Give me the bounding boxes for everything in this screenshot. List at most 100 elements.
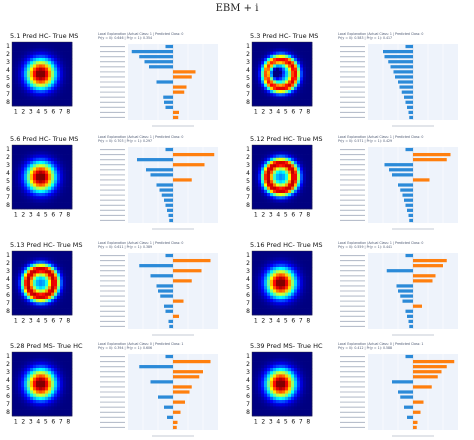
explanation-header: Local Explanation (Actual Class: 1 | Pre…: [98, 241, 183, 249]
heat-cell: [261, 64, 265, 68]
x-tick-label: 2: [261, 109, 265, 116]
heat-cell: [24, 358, 28, 362]
heat-cell: [255, 409, 259, 414]
heat-cell: [45, 286, 49, 290]
explanation-subtitle: Pr(y = 0): 0.394 | Pr(y = 1): 0.606: [98, 346, 153, 350]
heat-cell: [21, 412, 25, 417]
heat-cell: [36, 254, 40, 258]
heat-cell: [258, 67, 262, 72]
heat-cell: [252, 170, 256, 175]
heat-cell: [27, 254, 31, 258]
heat-cell: [66, 83, 70, 88]
heat-cell: [51, 186, 55, 191]
heat-cell: [255, 51, 259, 56]
heat-cell: [24, 183, 28, 187]
heat-cell: [309, 90, 313, 94]
explanation-header: Local Explanation (Actual Class: 1 | Pre…: [98, 135, 183, 143]
heat-cell: [276, 276, 280, 281]
heat-cell: [291, 289, 295, 293]
heat-cell: [297, 167, 301, 171]
contribution-bar: [169, 324, 173, 329]
x-tick-label: 6: [51, 419, 55, 426]
heat-cell: [42, 302, 46, 306]
contribution-bar: [404, 198, 413, 202]
heat-cell: [270, 286, 274, 290]
heat-cell: [306, 377, 310, 382]
heat-cell: [63, 48, 67, 52]
heat-cell: [282, 157, 286, 162]
heat-cell: [63, 364, 67, 369]
x-tick-label: 7: [299, 212, 303, 219]
heat-cell: [279, 61, 283, 65]
heat-cell: [66, 164, 70, 168]
heat-cell: [54, 254, 58, 258]
heat-cell: [258, 151, 262, 155]
heat-cell: [297, 90, 301, 94]
heat-cell: [285, 308, 289, 313]
heat-cell: [288, 311, 292, 316]
heat-cell: [42, 164, 46, 168]
heat-cell: [279, 99, 283, 104]
heat-cell: [30, 42, 34, 46]
heat-cell: [258, 199, 262, 203]
x-tick-label: 5: [44, 318, 48, 325]
heat-cell: [291, 283, 295, 287]
heat-cell: [273, 361, 277, 366]
heat-cell: [42, 177, 46, 181]
heat-cell: [24, 167, 28, 171]
heat-cell: [294, 283, 298, 287]
heat-cell: [282, 51, 286, 56]
heat-cell: [273, 286, 277, 290]
heat-cell: [66, 276, 70, 281]
heat-cell: [60, 286, 64, 290]
heat-cell: [267, 400, 271, 404]
heat-cell: [294, 393, 298, 398]
x-tick-label: 2: [261, 419, 265, 426]
heat-cell: [33, 260, 37, 265]
contribution-bar: [173, 110, 179, 115]
heat-cell: [273, 196, 277, 200]
heat-cell: [276, 295, 280, 300]
heat-cell: [276, 54, 280, 59]
heat-cell: [30, 305, 34, 309]
heat-cell: [309, 199, 313, 203]
heat-cell: [303, 80, 307, 84]
heat-cell: [291, 93, 295, 97]
heat-cell: [279, 273, 283, 277]
heat-cell: [45, 251, 49, 255]
heat-cell: [309, 292, 313, 297]
heat-cell: [69, 358, 73, 362]
contribution-bar: [139, 365, 173, 369]
heat-cell: [27, 196, 31, 200]
heat-cell: [63, 77, 67, 81]
heat-cell: [264, 161, 268, 165]
heat-cell: [57, 286, 61, 290]
heat-cell: [291, 193, 295, 197]
heat-cell: [15, 273, 19, 277]
heat-cell: [285, 173, 289, 178]
heat-cell: [264, 384, 268, 388]
heat-cell: [39, 254, 43, 258]
heat-cell: [306, 311, 310, 316]
heat-cell: [21, 299, 25, 303]
heat-cell: [60, 77, 64, 81]
heat-cell: [255, 302, 259, 306]
heat-cell: [261, 193, 265, 197]
heat-cell: [66, 42, 70, 46]
heat-cell: [36, 67, 40, 72]
heat-cell: [66, 311, 70, 316]
x-tick-label: 4: [36, 318, 40, 325]
heat-cell: [48, 251, 52, 255]
heat-cell: [297, 196, 301, 200]
contribution-bar: [407, 415, 413, 419]
heat-cell: [33, 205, 37, 210]
heat-cell: [24, 302, 28, 306]
y-tick-label: 8: [246, 308, 250, 315]
heat-cell: [285, 283, 289, 287]
heat-cell: [282, 361, 286, 366]
heat-cell: [252, 273, 256, 277]
heat-cell: [27, 102, 31, 107]
heat-cell: [291, 311, 295, 316]
heat-cell: [267, 58, 271, 62]
contribution-bar: [405, 147, 413, 152]
